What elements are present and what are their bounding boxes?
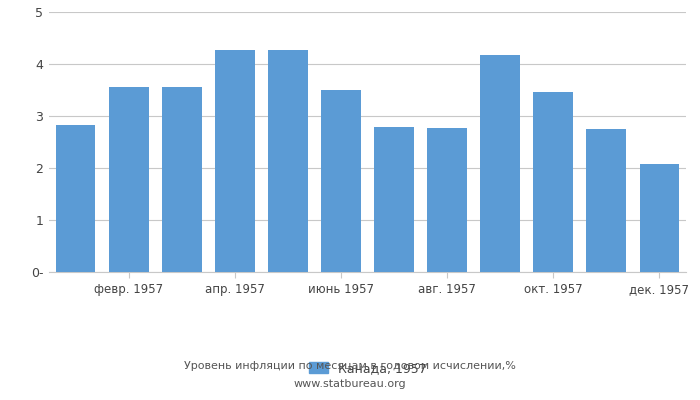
- Bar: [215, 50, 255, 272]
- Bar: [640, 164, 680, 272]
- Bar: [55, 125, 95, 272]
- Legend: Канада, 1957: Канада, 1957: [309, 362, 426, 375]
- Bar: [321, 90, 361, 272]
- Bar: [108, 87, 148, 272]
- Text: Уровень инфляции по месяцам в годовом исчислении,%: Уровень инфляции по месяцам в годовом ис…: [184, 361, 516, 371]
- Bar: [480, 55, 520, 272]
- Bar: [374, 127, 414, 272]
- Bar: [587, 129, 626, 272]
- Bar: [162, 87, 202, 272]
- Text: www.statbureau.org: www.statbureau.org: [294, 379, 406, 389]
- Bar: [268, 50, 308, 272]
- Bar: [427, 128, 467, 272]
- Bar: [533, 92, 573, 272]
